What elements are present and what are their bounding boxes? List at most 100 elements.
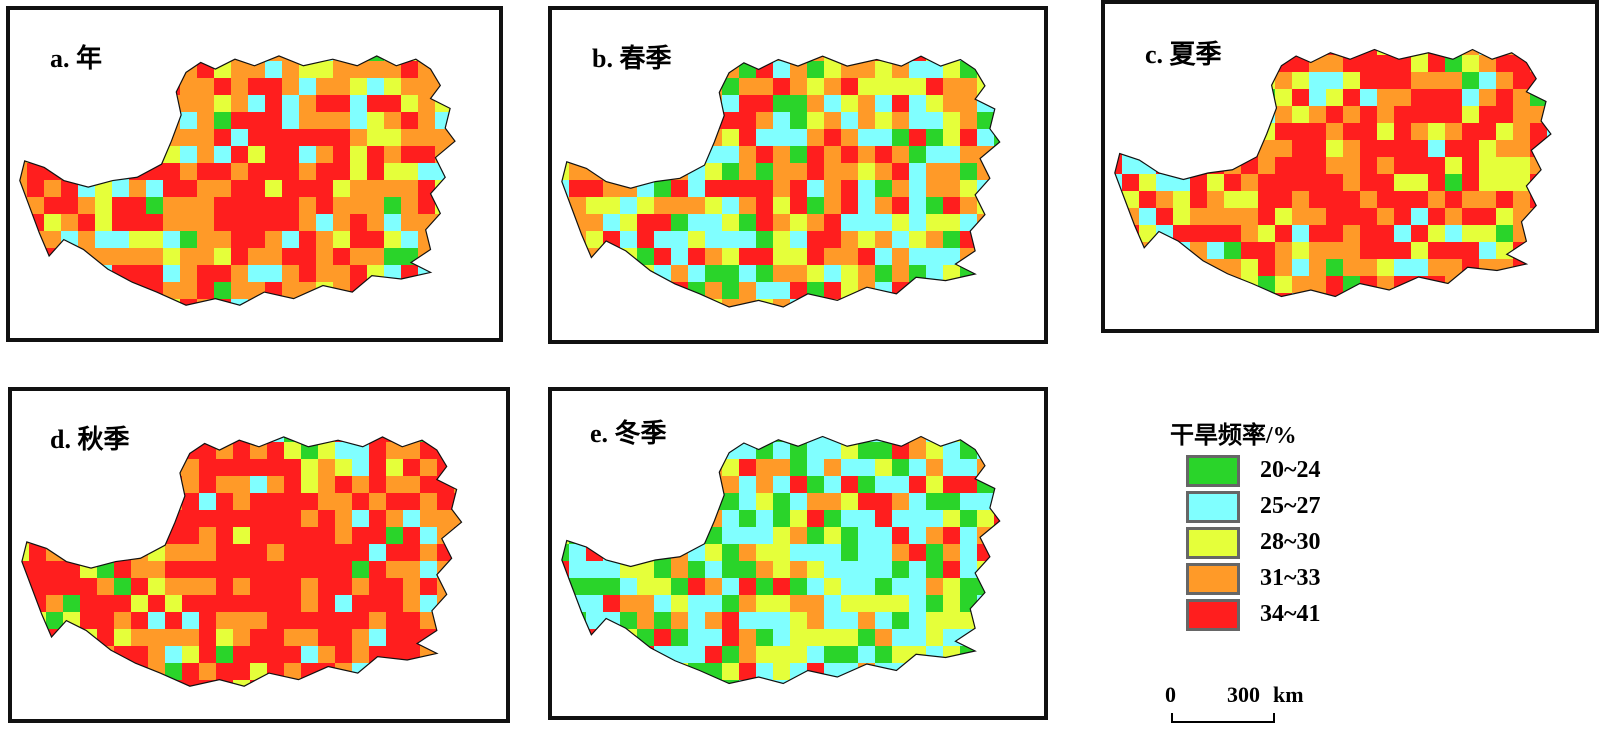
raster-cell — [1122, 242, 1140, 260]
raster-cell — [807, 112, 825, 130]
raster-cell — [654, 391, 672, 409]
raster-cell — [569, 663, 587, 681]
raster-cell — [80, 391, 98, 409]
raster-cell — [1377, 49, 1395, 56]
raster-cell — [892, 197, 910, 215]
raster-cell — [1207, 310, 1225, 328]
raster-cell — [248, 299, 266, 306]
raster-cell — [756, 180, 774, 198]
raster-cell — [1224, 293, 1242, 297]
raster-cell — [943, 299, 961, 308]
raster-cell — [671, 476, 689, 494]
raster-cell — [1224, 123, 1242, 141]
raster-cell — [892, 180, 910, 198]
raster-cell — [1479, 259, 1497, 277]
raster-cell — [790, 436, 808, 443]
raster-cell — [231, 316, 249, 334]
raster-cell — [739, 146, 757, 164]
raster-cell — [1326, 327, 1344, 329]
raster-cell — [926, 214, 944, 232]
raster-cell — [112, 27, 130, 45]
raster-cell — [569, 265, 587, 283]
raster-cell — [335, 493, 353, 511]
raster-cell — [790, 146, 808, 164]
raster-cell — [1326, 140, 1344, 158]
raster-cell — [875, 408, 893, 426]
raster-cell — [705, 180, 723, 198]
raster-cell — [61, 112, 79, 130]
raster-cell — [199, 629, 217, 647]
raster-cell — [112, 61, 130, 79]
raster-cell — [333, 10, 351, 28]
raster-cell — [165, 442, 183, 460]
raster-cell — [488, 425, 506, 443]
raster-cell — [452, 248, 455, 266]
raster-cell — [146, 146, 164, 164]
raster-cell — [1011, 714, 1029, 716]
raster-cell — [569, 436, 587, 443]
raster-cell — [875, 265, 893, 283]
raster-cell — [654, 476, 672, 494]
raster-cell — [29, 646, 47, 664]
raster-cell — [452, 10, 470, 28]
raster-cell — [994, 78, 1000, 96]
raster-cell — [1224, 208, 1242, 226]
raster-cell — [267, 476, 285, 494]
raster-cell — [858, 248, 876, 266]
raster-cell — [1028, 78, 1044, 96]
raster-cell — [1564, 72, 1582, 90]
raster-cell — [248, 55, 266, 62]
raster-cell — [316, 27, 334, 45]
raster-cell — [943, 595, 961, 613]
raster-cell — [722, 163, 740, 181]
raster-cell — [722, 56, 740, 62]
raster-cell — [471, 493, 489, 511]
raster-cell — [637, 316, 655, 334]
raster-cell — [1564, 225, 1582, 243]
raster-cell — [620, 248, 638, 266]
raster-cell — [977, 95, 995, 113]
raster-cell — [216, 663, 234, 681]
raster-cell — [909, 197, 927, 215]
raster-cell — [471, 612, 489, 630]
raster-cell — [486, 129, 499, 147]
raster-cell — [841, 10, 859, 28]
legend-item: 31~33 — [1186, 563, 1426, 599]
raster-cell — [435, 333, 453, 338]
raster-cell — [46, 391, 64, 409]
raster-cell — [265, 197, 283, 215]
raster-cell — [773, 680, 791, 684]
raster-cell — [960, 476, 978, 494]
raster-cell — [488, 595, 506, 613]
raster-cell — [488, 629, 506, 647]
raster-cell — [352, 510, 370, 528]
raster-cell — [739, 493, 757, 511]
raster-cell — [1462, 4, 1480, 22]
raster-cell — [316, 248, 334, 266]
raster-cell — [148, 578, 166, 596]
raster-cell — [875, 612, 893, 630]
raster-cell — [282, 129, 300, 147]
raster-cell — [705, 61, 723, 79]
raster-cell — [1513, 4, 1531, 22]
raster-cell — [95, 163, 113, 181]
raster-cell — [1564, 174, 1582, 192]
raster-cell — [977, 544, 995, 562]
raster-cell — [1241, 4, 1259, 22]
raster-cell — [1394, 123, 1412, 141]
raster-cell — [1207, 293, 1225, 297]
raster-cell — [943, 527, 961, 545]
raster-cell — [1547, 293, 1551, 297]
raster-cell — [318, 493, 336, 511]
raster-cell — [1011, 510, 1029, 528]
raster-cell — [454, 408, 472, 426]
raster-cell — [369, 544, 387, 562]
raster-cell — [1496, 208, 1514, 226]
raster-cell — [267, 595, 285, 613]
raster-cell — [671, 231, 689, 249]
raster-cell — [552, 408, 570, 426]
raster-cell — [790, 27, 808, 45]
raster-cell — [722, 578, 740, 596]
raster-cell — [1292, 259, 1310, 277]
raster-cell — [1445, 157, 1463, 175]
